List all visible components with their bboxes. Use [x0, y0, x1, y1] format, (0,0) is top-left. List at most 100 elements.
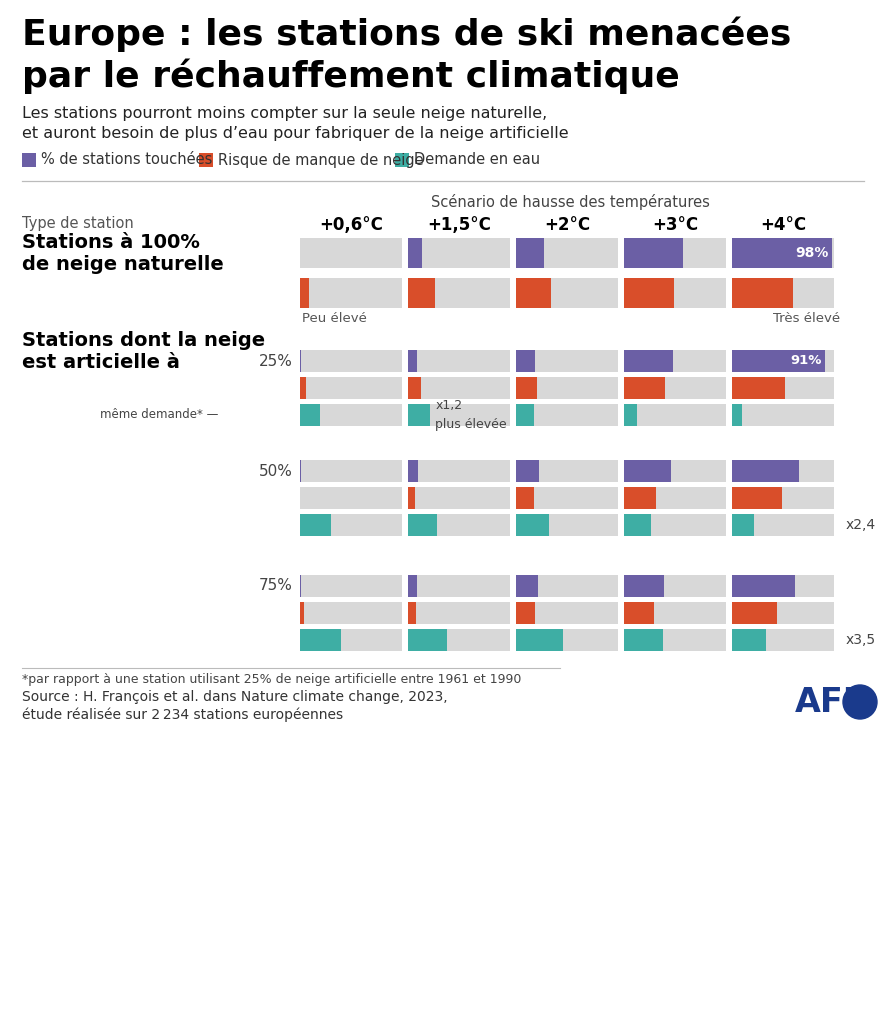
Text: +1,5°C: +1,5°C — [427, 216, 491, 234]
Text: Risque de manque de neige: Risque de manque de neige — [218, 153, 424, 167]
Text: de neige naturelle: de neige naturelle — [22, 255, 224, 274]
Bar — [408, 377, 421, 399]
Bar — [624, 575, 726, 597]
Bar — [732, 404, 742, 426]
Bar — [300, 575, 301, 597]
Bar — [300, 278, 309, 308]
Bar — [516, 487, 618, 509]
Text: Peu élevé: Peu élevé — [302, 312, 367, 325]
Bar — [516, 404, 618, 426]
Bar — [300, 602, 304, 624]
Bar — [732, 278, 834, 308]
Bar — [516, 460, 540, 482]
Bar — [732, 278, 793, 308]
Text: Les stations pourront moins compter sur la seule neige naturelle,: Les stations pourront moins compter sur … — [22, 106, 548, 121]
Bar — [408, 404, 510, 426]
Bar — [516, 238, 543, 268]
Bar — [732, 514, 834, 536]
Text: 25%: 25% — [259, 354, 293, 368]
Bar — [394, 153, 408, 167]
Bar — [624, 602, 654, 624]
Text: Europe : les stations de ski menacées: Europe : les stations de ski menacées — [22, 16, 791, 51]
Text: Demande en eau: Demande en eau — [414, 153, 540, 167]
Text: étude réalisée sur 2 234 stations européennes: étude réalisée sur 2 234 stations europé… — [22, 708, 343, 722]
Bar — [408, 460, 510, 482]
Bar — [300, 404, 321, 426]
Text: Très élevé: Très élevé — [773, 312, 840, 325]
Bar — [624, 514, 726, 536]
Bar — [624, 629, 726, 652]
Bar — [408, 514, 437, 536]
Bar — [516, 278, 618, 308]
Bar — [408, 350, 417, 372]
Text: même demande* —: même demande* — — [99, 408, 218, 422]
Bar — [732, 377, 785, 399]
Text: est articielle à: est articielle à — [22, 353, 180, 372]
Text: x3,5: x3,5 — [846, 633, 876, 647]
Bar — [624, 238, 683, 268]
Bar — [516, 575, 539, 597]
Bar — [516, 629, 563, 652]
Bar — [624, 278, 674, 308]
Bar — [732, 238, 834, 268]
Bar — [516, 404, 534, 426]
Bar — [300, 629, 402, 652]
Text: 75%: 75% — [259, 579, 293, 593]
Bar — [408, 350, 510, 372]
Bar — [516, 629, 618, 652]
Bar — [624, 629, 663, 652]
Bar — [408, 514, 510, 536]
Bar — [624, 487, 726, 509]
Bar — [300, 350, 301, 372]
Text: *par rapport à une station utilisant 25% de neige artificielle entre 1961 et 199: *par rapport à une station utilisant 25%… — [22, 673, 521, 686]
Bar — [516, 602, 535, 624]
Bar — [516, 460, 618, 482]
Bar — [408, 278, 434, 308]
Bar — [732, 377, 834, 399]
Bar — [624, 350, 673, 372]
Bar — [732, 460, 799, 482]
Bar — [624, 377, 726, 399]
Bar — [732, 238, 832, 268]
Bar — [408, 629, 510, 652]
Text: x1,2: x1,2 — [435, 399, 462, 412]
Bar — [516, 350, 618, 372]
Text: +4°C: +4°C — [760, 216, 806, 234]
Text: +0,6°C: +0,6°C — [319, 216, 383, 234]
Bar — [732, 487, 834, 509]
Text: Stations dont la neige: Stations dont la neige — [22, 331, 265, 350]
Text: AFP: AFP — [795, 686, 868, 719]
Bar — [516, 238, 618, 268]
Bar — [516, 575, 618, 597]
Bar — [408, 238, 510, 268]
Bar — [408, 602, 416, 624]
Bar — [732, 575, 796, 597]
Bar — [300, 629, 341, 652]
Bar — [300, 238, 402, 268]
Bar — [732, 487, 782, 509]
Bar — [408, 602, 510, 624]
Bar — [624, 238, 726, 268]
Text: par le réchauffement climatique: par le réchauffement climatique — [22, 58, 680, 93]
Bar — [300, 377, 307, 399]
Bar — [516, 487, 534, 509]
Bar — [300, 460, 402, 482]
Circle shape — [843, 685, 877, 719]
Bar — [732, 350, 834, 372]
Text: x2,4: x2,4 — [846, 518, 876, 532]
Bar — [732, 602, 834, 624]
Text: 50%: 50% — [259, 464, 293, 478]
Text: 91%: 91% — [790, 355, 822, 367]
Bar — [624, 602, 726, 624]
Bar — [300, 514, 402, 536]
Bar — [408, 575, 417, 597]
Bar — [300, 377, 402, 399]
Bar — [300, 487, 402, 509]
Bar — [300, 460, 301, 482]
Bar — [624, 404, 726, 426]
Bar — [408, 404, 431, 426]
Bar — [300, 514, 330, 536]
Text: Source : H. François et al. dans Nature climate change, 2023,: Source : H. François et al. dans Nature … — [22, 690, 447, 704]
Bar — [300, 575, 402, 597]
Bar — [408, 460, 418, 482]
